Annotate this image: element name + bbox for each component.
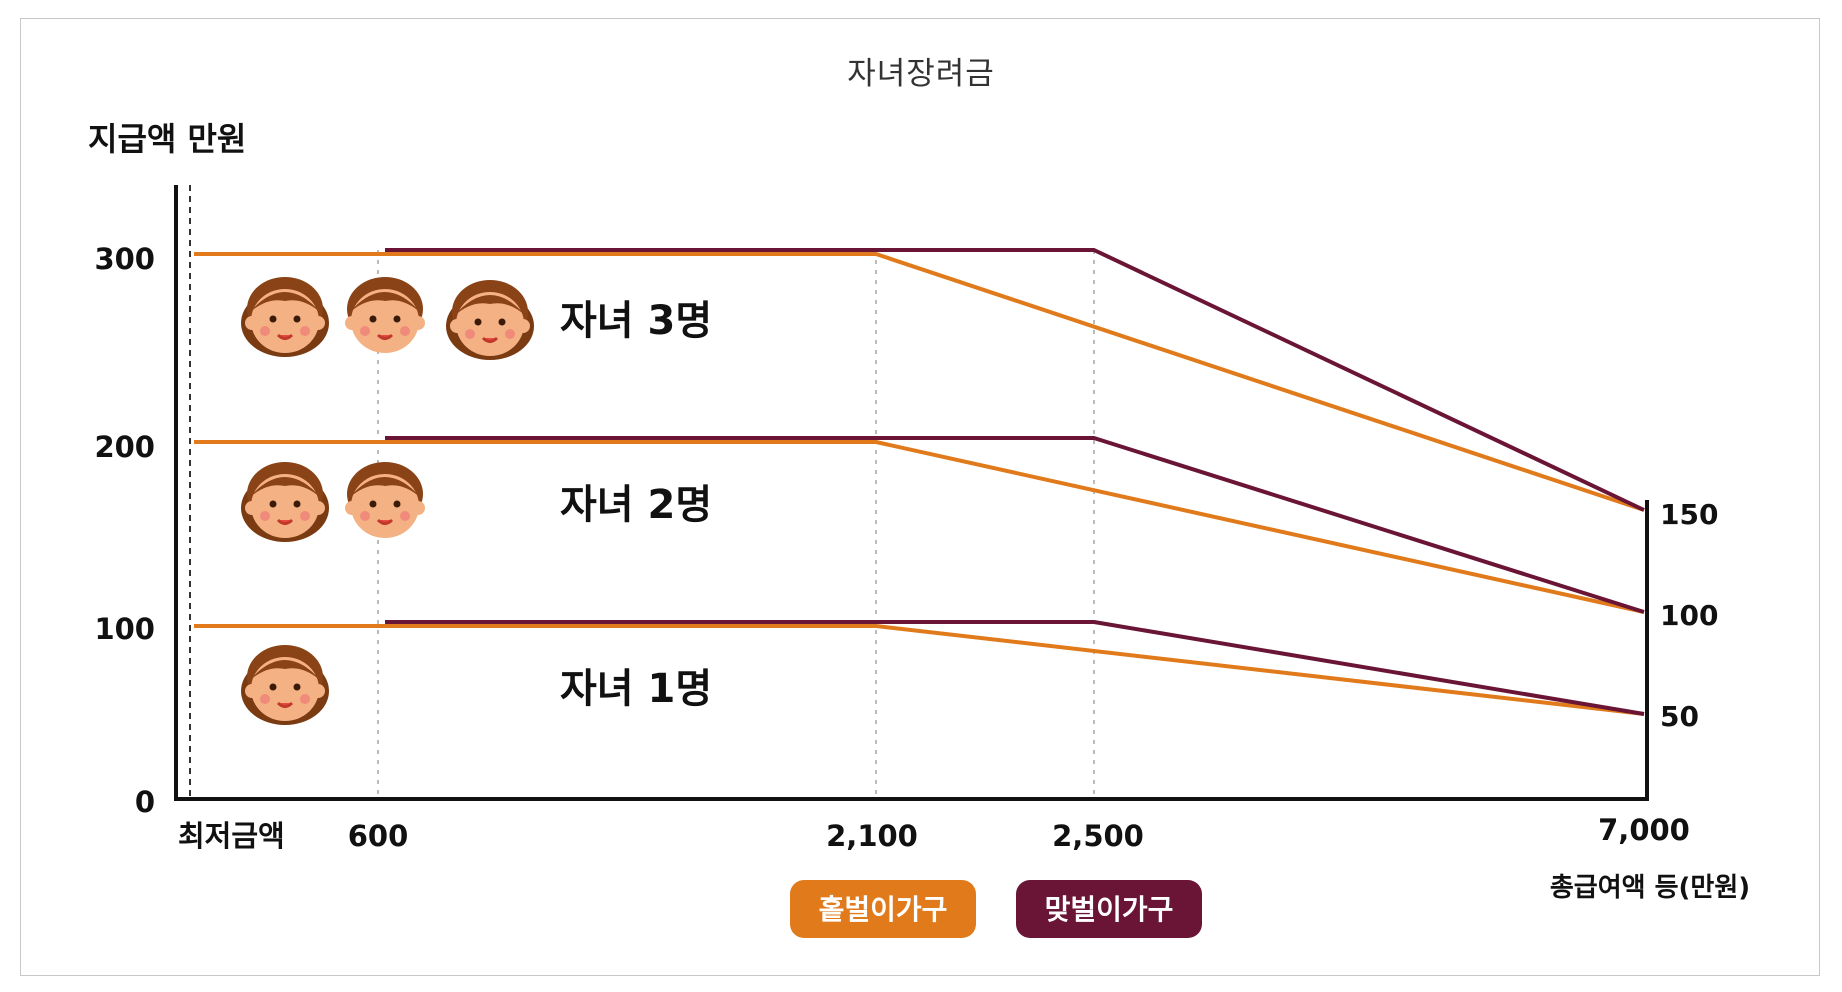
x-tick-label-3: 2,500	[1052, 819, 1144, 853]
y-right-tick-label-150: 150	[1660, 498, 1718, 531]
series-line-dual-3	[385, 436, 1645, 614]
legend-label-0: 홑벌이가구	[819, 893, 948, 926]
series-line-dual-5	[385, 620, 1645, 716]
child-face-icon	[241, 277, 329, 357]
x-axis-label: 총급여액 등(만원)	[1550, 873, 1750, 903]
child-face-icon	[345, 277, 425, 353]
y-right-tick-label-50: 50	[1660, 700, 1699, 733]
child-face-icon	[345, 462, 425, 538]
y-right-tick-label-100: 100	[1660, 599, 1718, 632]
legend-badge-0	[790, 880, 976, 938]
chart-title: 자녀장려금	[847, 56, 995, 92]
y-tick-label-200: 200	[94, 430, 155, 464]
child-face-icon	[241, 645, 329, 725]
series-line-single-4	[194, 624, 1645, 716]
y-tick-label-100: 100	[94, 612, 155, 646]
series-line-single-0	[194, 252, 1645, 512]
row-label-0: 자녀 3명	[560, 298, 712, 344]
series-line-dual-1	[385, 248, 1645, 512]
row-label-1: 자녀 2명	[560, 482, 712, 528]
legend-label-1: 맞벌이가구	[1045, 893, 1174, 926]
x-tick-label-1: 600	[348, 819, 409, 853]
row-label-2: 자녀 1명	[560, 666, 712, 712]
y-tick-label-0: 0	[135, 785, 155, 819]
child-face-icon	[241, 462, 329, 542]
x-tick-label-0: 최저금액	[178, 819, 285, 853]
x-tick-label-2: 2,100	[826, 819, 918, 853]
legend-badge-1	[1016, 880, 1202, 938]
y-axis-label: 지급액 만원	[88, 120, 246, 158]
child-face-icon	[446, 280, 534, 360]
y-tick-label-300: 300	[94, 242, 155, 276]
series-line-single-2	[194, 440, 1645, 614]
x-tick-label-4: 7,000	[1598, 813, 1690, 847]
